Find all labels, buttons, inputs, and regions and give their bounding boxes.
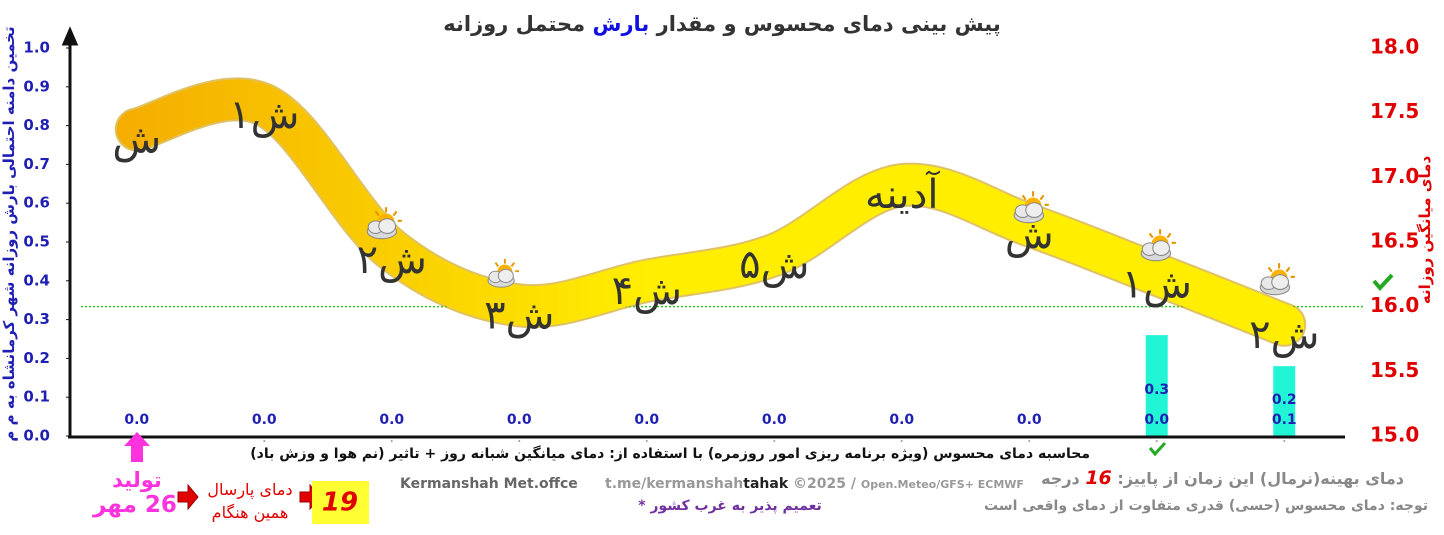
precip-high-label: 0.3 bbox=[1144, 382, 1169, 398]
precip-bar bbox=[1145, 335, 1168, 436]
x-tick bbox=[263, 440, 266, 442]
note: توجه: دمای محسوس (حسی) قدری متفاوت از دم… bbox=[984, 498, 1428, 514]
check-mark bbox=[1148, 441, 1167, 457]
arrow bbox=[177, 483, 199, 511]
y-tick-label: 0.3 bbox=[23, 310, 50, 328]
calc-note: محاسبه دمای محسوس (ویژه برنامه ریزی امور… bbox=[250, 446, 1090, 462]
credits: t.me/kermanshahtahak ©2025 / Open.Meteo/… bbox=[605, 476, 1024, 492]
normal-text: دمای بهینه(نرمال) این زمان از پاییز: bbox=[1117, 469, 1404, 488]
y-tick-label: 0.7 bbox=[23, 155, 50, 173]
check-mark bbox=[1372, 273, 1394, 292]
precip-low-label: 0.0 bbox=[1017, 412, 1042, 428]
x-tick bbox=[1283, 440, 1286, 442]
precip-low-label: 0.1 bbox=[1272, 412, 1297, 428]
day-label: ۲ش bbox=[1249, 312, 1319, 358]
y-tick-label: 0.0 bbox=[23, 427, 50, 445]
precip-low-label: 0.0 bbox=[379, 412, 404, 428]
y2-tick-label: 16.5 bbox=[1370, 229, 1419, 253]
precip-bar bbox=[1273, 366, 1296, 436]
precip-low-label: 0.0 bbox=[634, 412, 659, 428]
day-label: ۳ش bbox=[484, 292, 554, 338]
precip-low-label: 0.0 bbox=[1144, 412, 1169, 428]
x-tick bbox=[390, 440, 393, 442]
day-label: آدینه bbox=[865, 170, 940, 218]
office: Kermanshah Met.offce bbox=[400, 476, 578, 492]
y-tick-label: 1.0 bbox=[23, 39, 50, 57]
x-tick bbox=[1028, 440, 1031, 442]
precip-low-label: 0.0 bbox=[889, 412, 914, 428]
copyright: ©2025 / bbox=[793, 476, 856, 492]
scope: تعمیم پذیر به غرب کشور * bbox=[638, 498, 822, 514]
last-year-value: 19 bbox=[322, 488, 358, 518]
highlight-box bbox=[312, 481, 369, 524]
sources: Open.Meteo/GFS+ ECMWF bbox=[860, 478, 1024, 491]
y2-tick-label: 18.0 bbox=[1370, 35, 1419, 59]
title-highlight: بارش bbox=[592, 12, 650, 36]
day-label: ۱ش bbox=[1122, 261, 1192, 307]
precip-low-label: 0.0 bbox=[762, 412, 787, 428]
x-tick bbox=[900, 440, 903, 442]
y2-tick-label: 16.0 bbox=[1370, 293, 1419, 317]
weather-icon bbox=[1259, 262, 1296, 296]
normal-value: 16 bbox=[1085, 467, 1112, 489]
y2-tick-label: 15.0 bbox=[1370, 423, 1419, 447]
day-label: ش bbox=[112, 116, 161, 162]
y2-tick-label: 17.5 bbox=[1370, 99, 1419, 123]
temperature-band bbox=[116, 79, 1305, 345]
x-tick bbox=[645, 440, 648, 442]
last-year-label: همین هنگام bbox=[211, 503, 289, 522]
produced-arrow bbox=[124, 432, 150, 462]
precip-low-label: 0.0 bbox=[507, 412, 532, 428]
axis-arrow bbox=[61, 26, 79, 46]
normal-note: دمای بهینه(نرمال) این زمان از پاییز: 16 … bbox=[1041, 467, 1404, 489]
chart-title: پیش بینی دمای محسوس و مقدار بارش محتمل ر… bbox=[0, 12, 1444, 36]
day-label: ۱ش bbox=[229, 92, 299, 138]
last-year-label: دمای پارسال bbox=[207, 480, 293, 499]
y-tick-label: 0.2 bbox=[23, 349, 50, 367]
y-axis-label: تخمین دامنه احتمالی بارش روزانه شهر کرما… bbox=[0, 26, 18, 441]
day-label: ۲ش bbox=[357, 237, 427, 283]
y-tick-label: 0.5 bbox=[23, 233, 50, 251]
y2-tick-label: 15.5 bbox=[1370, 358, 1419, 382]
y-tick-label: 0.6 bbox=[23, 194, 50, 212]
normal-text: درجه bbox=[1041, 469, 1080, 488]
y-tick-label: 0.8 bbox=[23, 116, 50, 134]
title-text: محتمل روزانه bbox=[443, 12, 586, 36]
y2-axis-label: دمای میانگین روزانه bbox=[1416, 156, 1434, 305]
y-tick-label: 0.9 bbox=[23, 77, 50, 95]
x-tick bbox=[518, 440, 521, 442]
axes bbox=[61, 26, 1345, 439]
day-label: ۴ش bbox=[612, 268, 682, 314]
precip-low-label: 0.0 bbox=[124, 412, 149, 428]
title-text: پیش بینی دمای محسوس و مقدار bbox=[656, 12, 1001, 36]
link: tahak bbox=[743, 476, 789, 492]
x-tick bbox=[773, 440, 776, 442]
x-tick bbox=[1155, 440, 1158, 442]
link: t.me/kermanshah bbox=[605, 476, 744, 492]
y2-tick-label: 17.0 bbox=[1370, 164, 1419, 188]
y-tick-label: 0.1 bbox=[23, 388, 50, 406]
precip-high-label: 0.2 bbox=[1272, 392, 1297, 408]
precip-low-label: 0.0 bbox=[252, 412, 277, 428]
produced-date: 26 مهر bbox=[93, 492, 177, 518]
y-tick-label: 0.4 bbox=[23, 271, 50, 289]
produced-label: تولید bbox=[112, 468, 162, 492]
weather-icon bbox=[1140, 228, 1177, 262]
day-label: ۵ش bbox=[739, 242, 809, 288]
